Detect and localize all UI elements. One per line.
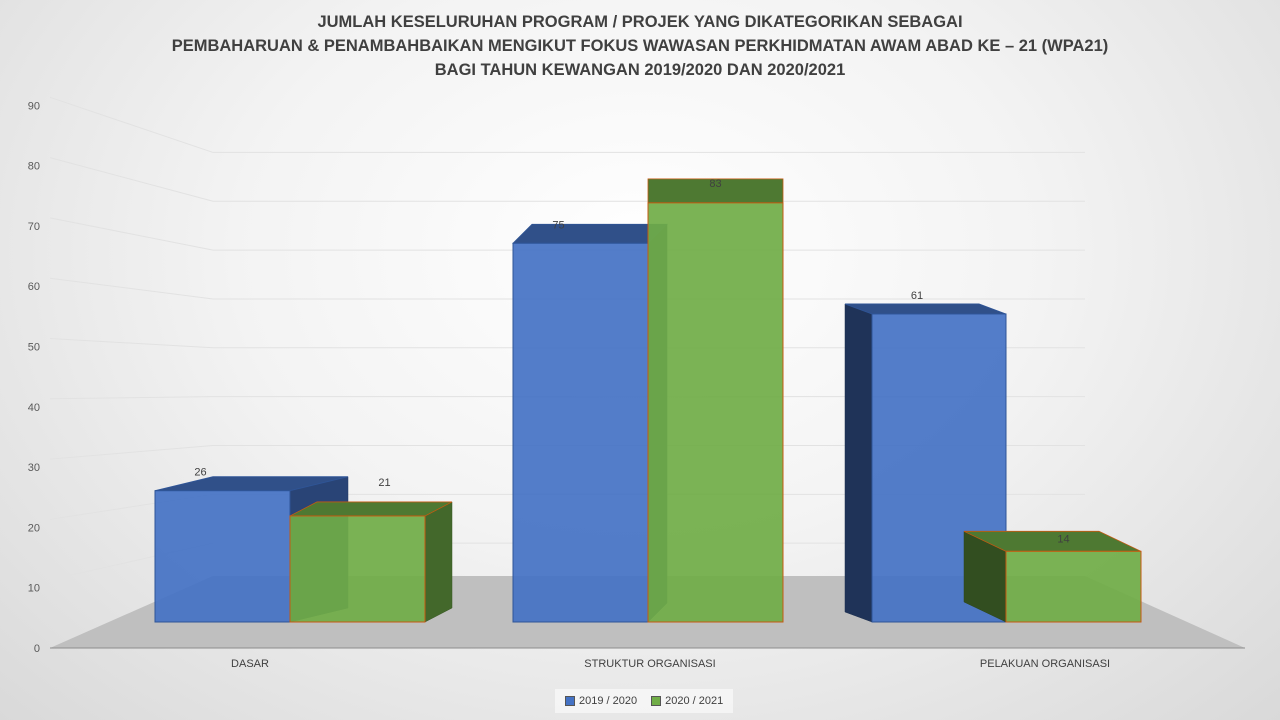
- legend-item-series-1: 2019 / 2020: [565, 695, 637, 707]
- gridline-diagonal-90: [49, 96, 214, 153]
- gridline-diagonal-30: [49, 444, 214, 460]
- bar-1-series-2-top: [289, 501, 453, 517]
- chart-title-line-3: BAGI TAHUN KEWANGAN 2019/2020 DAN 2020/2…: [434, 61, 846, 79]
- chart-legend: 2019 / 2020 2020 / 2021: [555, 689, 734, 713]
- legend-swatch-series-1: [565, 696, 575, 706]
- y-tick-label-50: 50: [28, 342, 40, 354]
- gridline-diagonal-60: [49, 277, 214, 300]
- chart-title-line-1: JUMLAH KESELURUHAN PROGRAM / PROJEK YANG…: [317, 13, 963, 31]
- y-tick-label-60: 60: [28, 281, 40, 293]
- bar-3-series-1-top: [844, 303, 1007, 315]
- data-label-2-series-2: 83: [709, 178, 721, 190]
- gridline-diagonal-80: [49, 157, 214, 202]
- bar-3-series-1-side: [844, 303, 873, 623]
- legend-item-series-2: 2020 / 2021: [651, 695, 723, 707]
- gridline-diagonal-70: [49, 217, 214, 251]
- data-label-2-series-1: 75: [552, 219, 564, 231]
- y-tick-label-10: 10: [28, 583, 40, 595]
- legend-label-series-1: 2019 / 2020: [579, 695, 638, 707]
- data-label-1-series-2: 21: [378, 477, 390, 489]
- bar-1-series-2-side: [424, 501, 453, 623]
- x-category-label-2: STRUKTUR ORGANISASI: [584, 658, 715, 670]
- y-tick-label-20: 20: [28, 522, 40, 534]
- bar-2-series-1: [512, 242, 649, 623]
- y-tick-label-70: 70: [28, 221, 40, 233]
- y-tick-label-30: 30: [28, 462, 40, 474]
- data-label-3-series-1: 61: [911, 290, 923, 302]
- y-tick-label-0: 0: [34, 643, 40, 655]
- y-tick-label-80: 80: [28, 161, 40, 173]
- y-tick-label-40: 40: [28, 402, 40, 414]
- bar-3-series-2: [1005, 550, 1142, 623]
- data-label-1-series-1: 26: [194, 467, 206, 479]
- x-category-label-3: PELAKUAN ORGANISASI: [980, 658, 1110, 670]
- bar-2-series-2: [647, 202, 784, 623]
- gridline-diagonal-50: [49, 338, 214, 349]
- bar-1-series-2: [289, 515, 426, 623]
- data-label-3-series-2: 14: [1057, 533, 1069, 545]
- gridline-diagonal-40: [49, 396, 214, 400]
- bar-2-series-1-top: [512, 223, 668, 244]
- legend-label-series-2: 2020 / 2021: [665, 695, 724, 707]
- chart-title: JUMLAH KESELURUHAN PROGRAM / PROJEK YANG…: [0, 10, 1280, 82]
- legend-swatch-series-2: [651, 696, 662, 706]
- x-category-label-1: DASAR: [231, 658, 269, 670]
- chart-title-line-2: PEMBAHARUAN & PENAMBAHBAIKAN MENGIKUT FO…: [171, 37, 1109, 55]
- bar-chart-3d: 0 10 20 30 40 50 60 70 80 90 26 21 75 83 61 14 DASAR STRU…: [28, 96, 1245, 670]
- bar-1-series-1: [154, 490, 291, 623]
- y-tick-label-90: 90: [28, 100, 40, 112]
